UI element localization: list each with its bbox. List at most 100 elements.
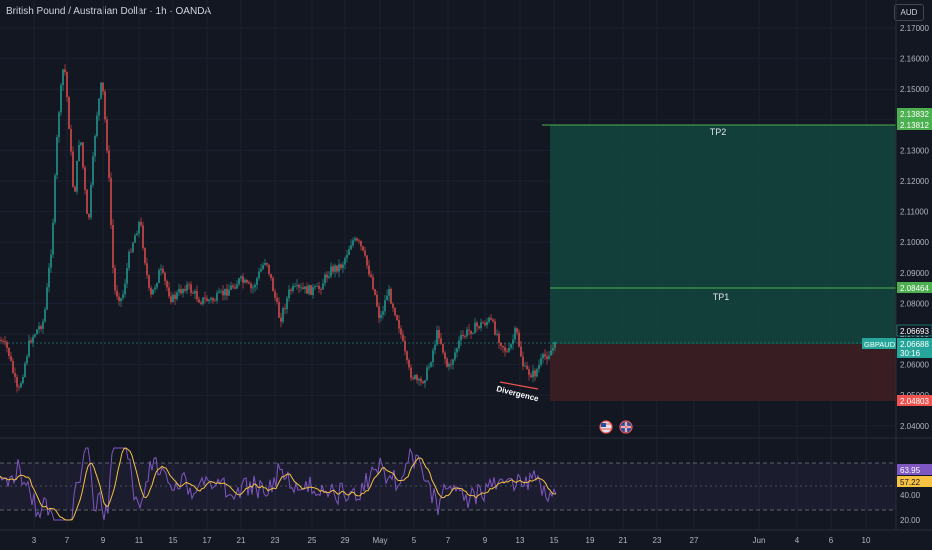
candle <box>114 267 116 291</box>
candle <box>334 265 336 272</box>
candle <box>412 377 414 379</box>
price-tick: 2.10000 <box>900 238 929 247</box>
rsi-line <box>0 447 557 521</box>
candle <box>342 264 344 269</box>
candle <box>178 289 180 293</box>
candle <box>318 285 320 289</box>
candle <box>84 167 86 190</box>
currency-button[interactable]: AUD <box>894 4 924 21</box>
candle <box>454 352 456 360</box>
last-high-tag: 2.06693 <box>900 327 929 336</box>
countdown-tag: 30:16 <box>900 349 921 358</box>
candle <box>340 264 342 269</box>
candle <box>184 289 186 291</box>
rsi-tick: 20.00 <box>900 516 921 525</box>
candle <box>112 224 114 268</box>
candle <box>16 377 18 387</box>
profit-zone[interactable] <box>550 125 896 344</box>
candle <box>164 272 166 281</box>
time-tick: 7 <box>65 536 70 545</box>
candle <box>528 369 530 375</box>
price-tick: 2.13000 <box>900 146 929 155</box>
candle <box>284 308 286 310</box>
rsi-ma-tag-bg <box>897 476 932 487</box>
candle <box>230 285 232 290</box>
candle <box>252 287 254 289</box>
loss-zone[interactable] <box>550 344 896 401</box>
time-tick: 25 <box>308 536 317 545</box>
candle <box>444 352 446 359</box>
candle <box>250 283 252 289</box>
candle <box>550 350 552 356</box>
candle <box>520 346 522 357</box>
candle <box>222 290 224 296</box>
candle <box>418 378 420 381</box>
candle <box>82 142 84 168</box>
candle <box>214 300 216 302</box>
rsi-ma-line <box>0 447 557 521</box>
candle <box>366 255 368 266</box>
candle <box>500 342 502 347</box>
candle <box>422 381 424 384</box>
candle <box>362 246 364 251</box>
candle <box>62 69 64 86</box>
candle <box>224 288 226 296</box>
candle <box>536 368 538 377</box>
candle <box>266 263 268 265</box>
stop-tag-bg <box>897 395 932 406</box>
candle <box>446 358 448 367</box>
price-axis[interactable]: 2.170002.160002.150002.140002.130002.120… <box>900 24 929 431</box>
candle <box>46 287 48 310</box>
time-tick: 15 <box>169 536 178 545</box>
candle <box>396 315 398 320</box>
time-tick: 21 <box>619 536 628 545</box>
candle <box>188 284 190 286</box>
candle <box>30 340 32 343</box>
candle <box>104 91 106 120</box>
candle <box>332 266 334 272</box>
candle <box>476 322 478 327</box>
candle <box>514 328 516 340</box>
candle <box>338 264 340 272</box>
candle <box>140 221 142 226</box>
candle <box>194 291 196 294</box>
candle <box>262 264 264 270</box>
flag-us-icon[interactable] <box>599 420 613 434</box>
time-tick: 23 <box>271 536 280 545</box>
candle <box>398 319 400 329</box>
candle <box>410 367 412 378</box>
candle <box>130 251 132 253</box>
candle <box>2 341 4 342</box>
candle <box>142 225 144 249</box>
time-tick: 21 <box>237 536 246 545</box>
candle <box>24 363 26 377</box>
candle <box>92 156 94 185</box>
candle <box>554 341 556 348</box>
candle <box>106 119 108 151</box>
candle <box>352 240 354 246</box>
candle <box>212 298 214 301</box>
candle <box>52 222 54 255</box>
candle <box>200 302 202 304</box>
candle <box>54 175 56 223</box>
divergence-line[interactable] <box>499 381 539 390</box>
candle <box>236 284 238 289</box>
candle <box>254 284 256 288</box>
candle <box>128 251 130 269</box>
time-axis[interactable]: 3 7 9 11 15 17 21 23 25 29 May 5 7 9 13 15 19 21 23 27 Jun 4 6… <box>32 536 871 545</box>
candle <box>364 250 366 256</box>
flag-uk-icon[interactable] <box>619 420 633 434</box>
candle <box>90 184 92 218</box>
candle <box>234 287 236 289</box>
price-tick: 2.08000 <box>900 299 929 308</box>
candle <box>8 347 10 357</box>
candle <box>526 365 528 370</box>
candle <box>64 69 66 73</box>
candle <box>460 334 462 341</box>
candle <box>336 265 338 272</box>
candle <box>452 359 454 365</box>
candlestick-series <box>0 64 556 393</box>
candle <box>226 288 228 296</box>
candle <box>304 286 306 289</box>
